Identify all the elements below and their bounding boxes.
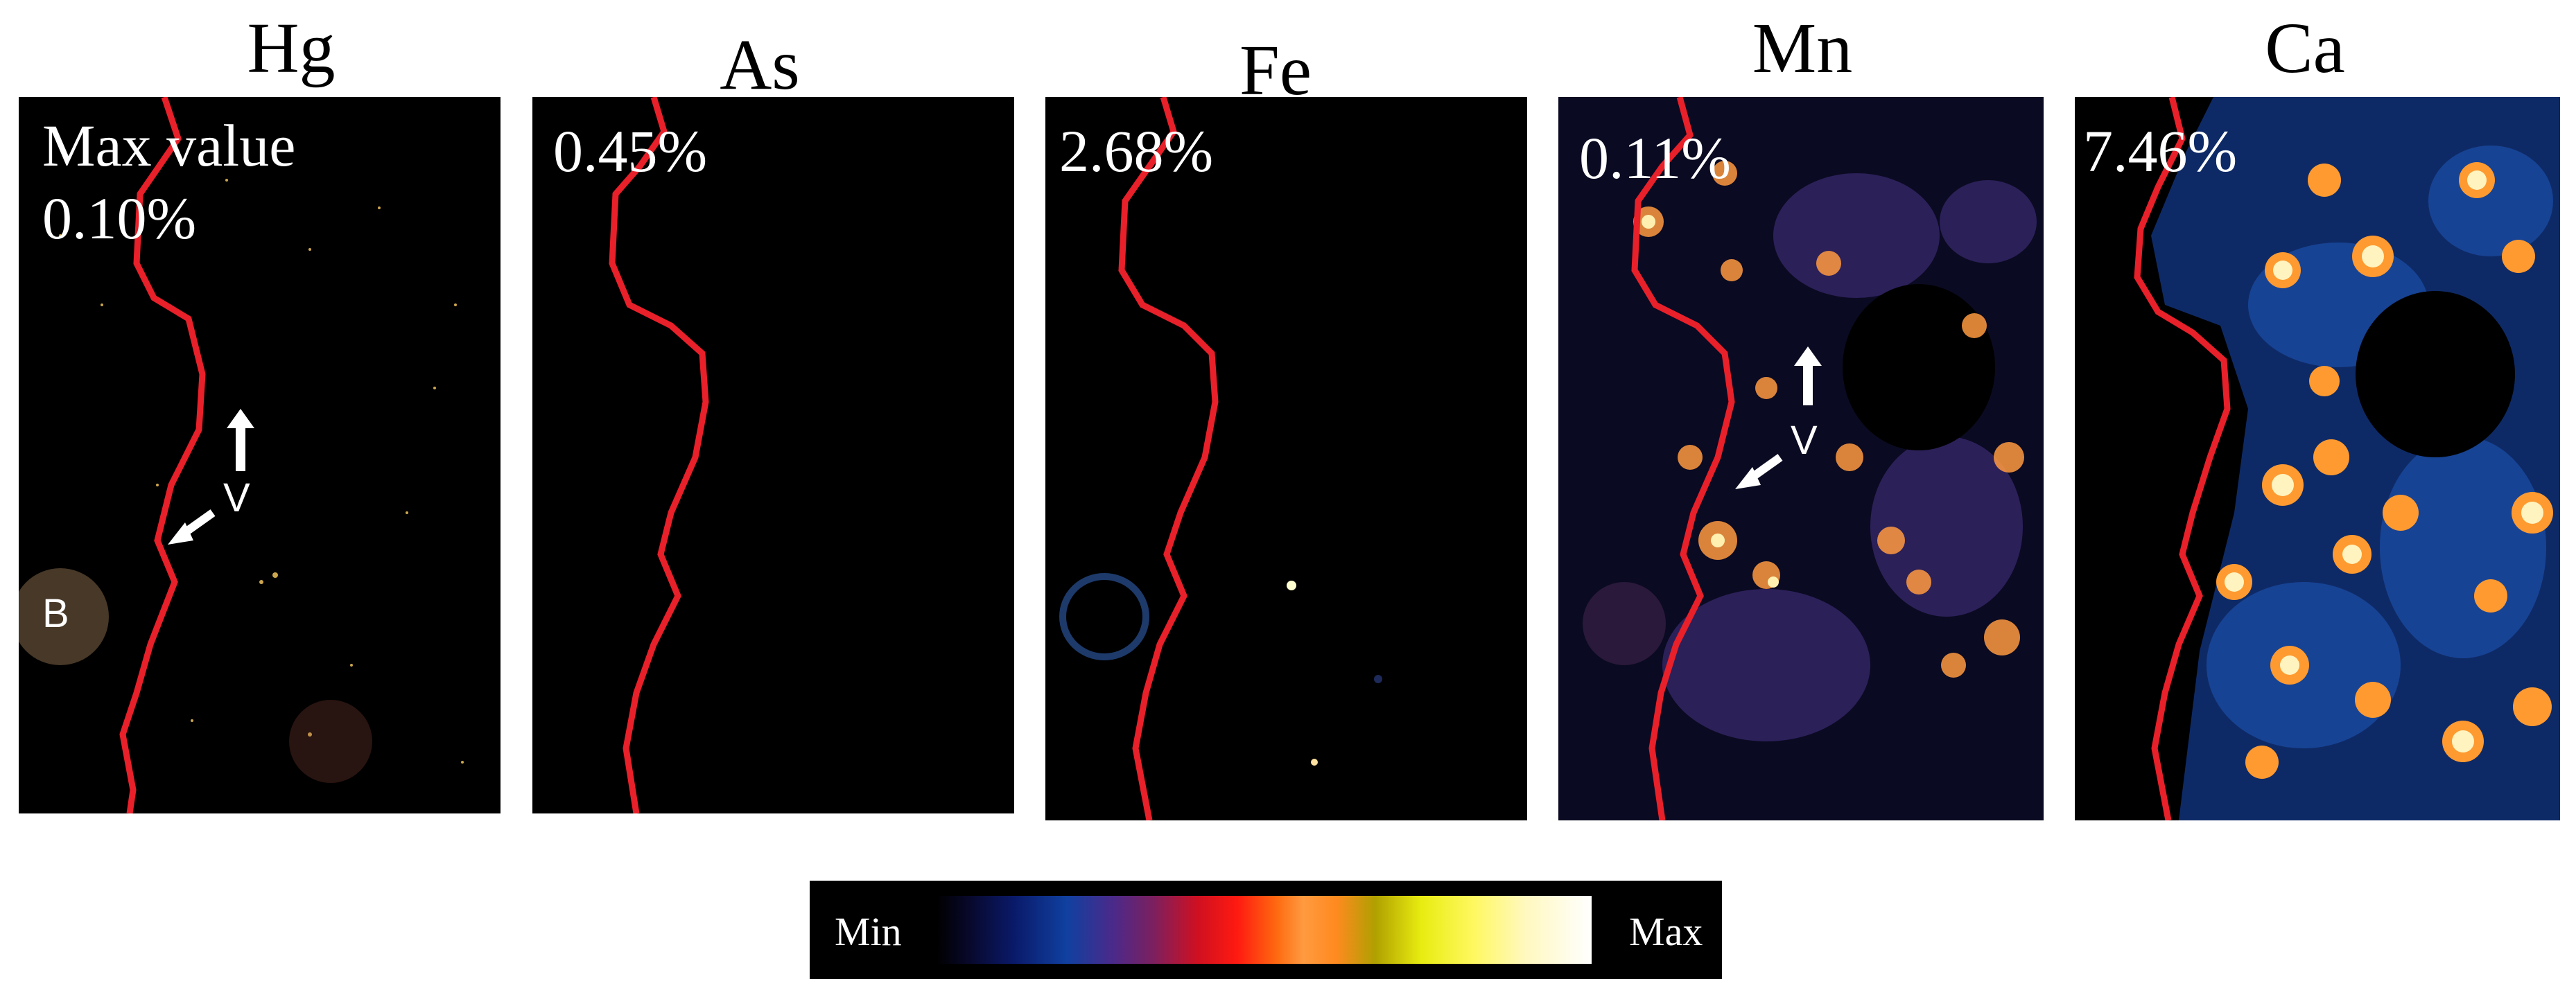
title-hg: Hg	[247, 8, 336, 88]
ca-map-graphic	[2075, 97, 2560, 820]
hg-map-graphic	[19, 97, 464, 813]
map-panel-hg: Max value 0.10% V B	[19, 97, 501, 813]
map-panel-as: 0.45%	[532, 97, 1014, 813]
ca-max-value: 7.46%	[2083, 118, 2238, 184]
color-gradient	[936, 896, 1592, 964]
map-panel-fe: 2.68%	[1045, 97, 1527, 820]
fe-map-graphic	[1059, 97, 1382, 820]
mn-max-value: 0.11%	[1579, 125, 1731, 191]
title-fe: Fe	[1239, 30, 1312, 110]
map-panel-mn: 0.11% V	[1558, 97, 2044, 820]
title-as: As	[720, 25, 800, 105]
fe-max-value: 2.68%	[1059, 118, 1214, 184]
hg-arrows	[168, 409, 254, 545]
as-map-graphic	[609, 97, 709, 813]
color-scale-bar: Min Max	[810, 881, 1722, 979]
scale-min-label: Min	[835, 909, 902, 954]
mn-arrows	[1735, 346, 1822, 489]
title-ca: Ca	[2265, 8, 2345, 88]
title-mn: Mn	[1752, 8, 1853, 88]
hg-max-value: Max value 0.10%	[42, 112, 296, 252]
scale-max-label: Max	[1629, 909, 1703, 954]
hg-v-label: V	[223, 475, 250, 520]
hg-b-label: B	[42, 591, 69, 636]
as-max-value: 0.45%	[553, 118, 708, 184]
mn-map-graphic	[1558, 97, 2044, 820]
mn-v-label: V	[1791, 418, 1818, 463]
map-panel-ca: 7.46%	[2075, 97, 2560, 820]
